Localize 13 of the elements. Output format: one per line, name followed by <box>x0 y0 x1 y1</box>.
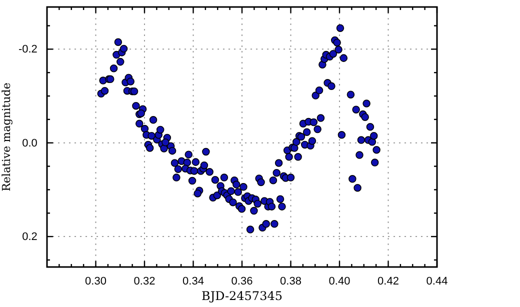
x-tick-label: 0.42 <box>378 275 399 288</box>
x-tick-label: 0.38 <box>280 275 302 288</box>
x-tick-label: 0.32 <box>134 275 156 288</box>
x-tick-label: 0.34 <box>182 275 204 288</box>
y-tick-label: 0.0 <box>22 137 38 150</box>
x-tick-label: 0.44 <box>426 275 448 288</box>
x-tick-label: 0.40 <box>328 275 350 288</box>
x-axis-title: BJD-2457345 <box>202 289 282 303</box>
x-tick-label: 0.30 <box>85 275 106 288</box>
x-tick-label: 0.36 <box>231 275 253 288</box>
y-tick-label: 0.2 <box>22 231 38 244</box>
y-tick-label: -0.2 <box>18 44 38 56</box>
y-axis-title: Relative magnitude <box>0 82 13 192</box>
